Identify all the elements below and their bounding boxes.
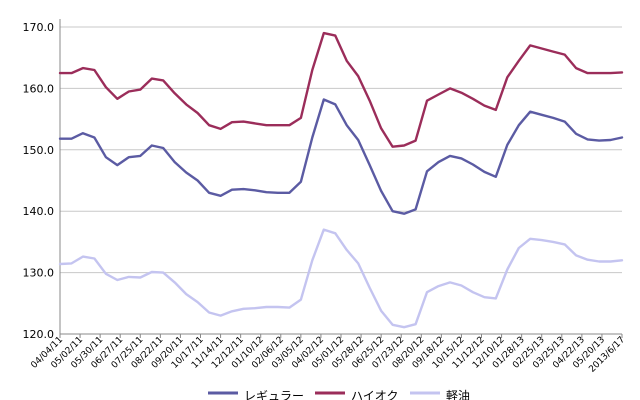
series-line-1 (58, 98, 624, 215)
legend-label-highoctane: ハイオク (351, 389, 399, 400)
y-tick-label: 140.0 (23, 205, 55, 218)
series-lines (58, 31, 624, 329)
chart-axes (59, 19, 622, 335)
y-tick-label: 170.0 (23, 21, 55, 34)
legend-label-diesel: 軽油 (446, 389, 470, 400)
chart-legend: レギュラー ハイオク 軽油 (208, 389, 470, 400)
series-line-2 (58, 228, 624, 329)
legend-label-regular: レギュラー (244, 389, 304, 400)
y-tick-label: 160.0 (23, 82, 55, 95)
y-tick-label: 150.0 (23, 144, 55, 157)
y-axis-ticks: 170.0 160.0 150.0 140.0 130.0 120.0 (23, 21, 55, 341)
series-line-0 (58, 31, 624, 148)
horizontal-gridlines (60, 26, 622, 274)
y-tick-label: 120.0 (23, 328, 55, 341)
y-tick-label: 130.0 (23, 267, 55, 280)
x-axis-ticks: 04/04/1105/02/1105/30/1106/27/1107/25/11… (29, 334, 627, 375)
